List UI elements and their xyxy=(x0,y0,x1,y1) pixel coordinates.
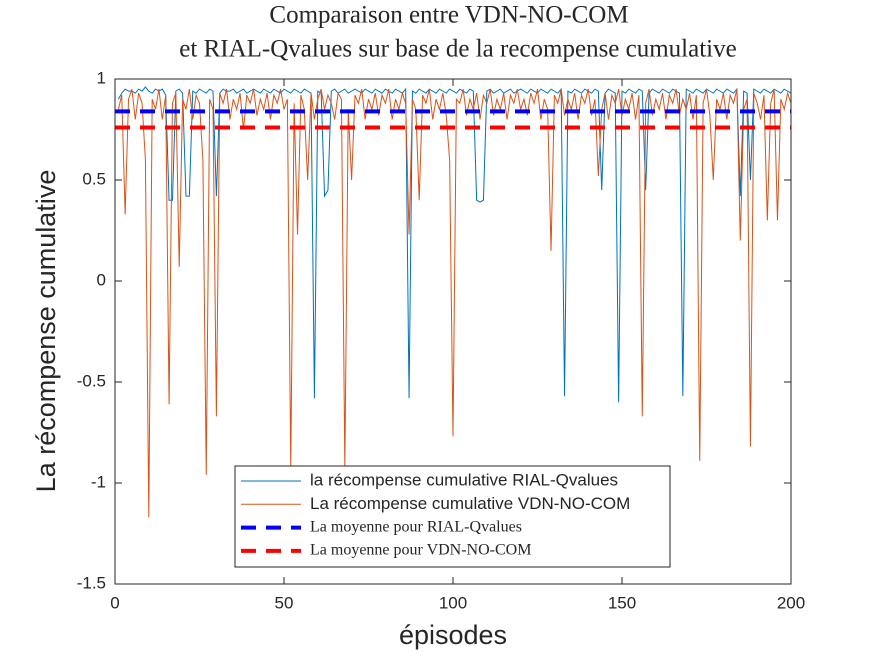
x-tick-label: 50 xyxy=(275,593,294,612)
chart-title: et RIAL-Qvalues sur base de la recompens… xyxy=(179,36,736,63)
y-tick-label: -1.5 xyxy=(77,573,106,592)
x-axis-label: épisodes xyxy=(399,620,507,650)
y-tick-label: 0 xyxy=(97,270,106,289)
x-tick-label: 200 xyxy=(777,593,805,612)
x-tick-label: 0 xyxy=(110,593,119,612)
series-line xyxy=(117,86,792,403)
y-axis-label: La récompense cumulative xyxy=(31,170,61,493)
y-tick-label: -1 xyxy=(91,472,106,491)
legend-box xyxy=(234,465,671,568)
axes-box xyxy=(114,78,792,585)
y-tick-label: 0.5 xyxy=(82,169,106,188)
x-tick-label: 100 xyxy=(439,593,467,612)
y-tick-label: -0.5 xyxy=(77,371,106,390)
legend-label: La moyenne pour RIAL-Qvalues xyxy=(310,518,522,535)
y-tick-label: 1 xyxy=(97,68,106,87)
legend-label: La moyenne pour VDN-NO-COM xyxy=(310,542,531,559)
x-tick-label: 150 xyxy=(608,593,636,612)
chart-title: Comparaison entre VDN-NO-COM xyxy=(269,2,628,29)
legend-label: la récompense cumulative RIAL-Qvalues xyxy=(310,470,618,489)
legend-label: La récompense cumulative VDN-NO-COM xyxy=(310,494,630,513)
